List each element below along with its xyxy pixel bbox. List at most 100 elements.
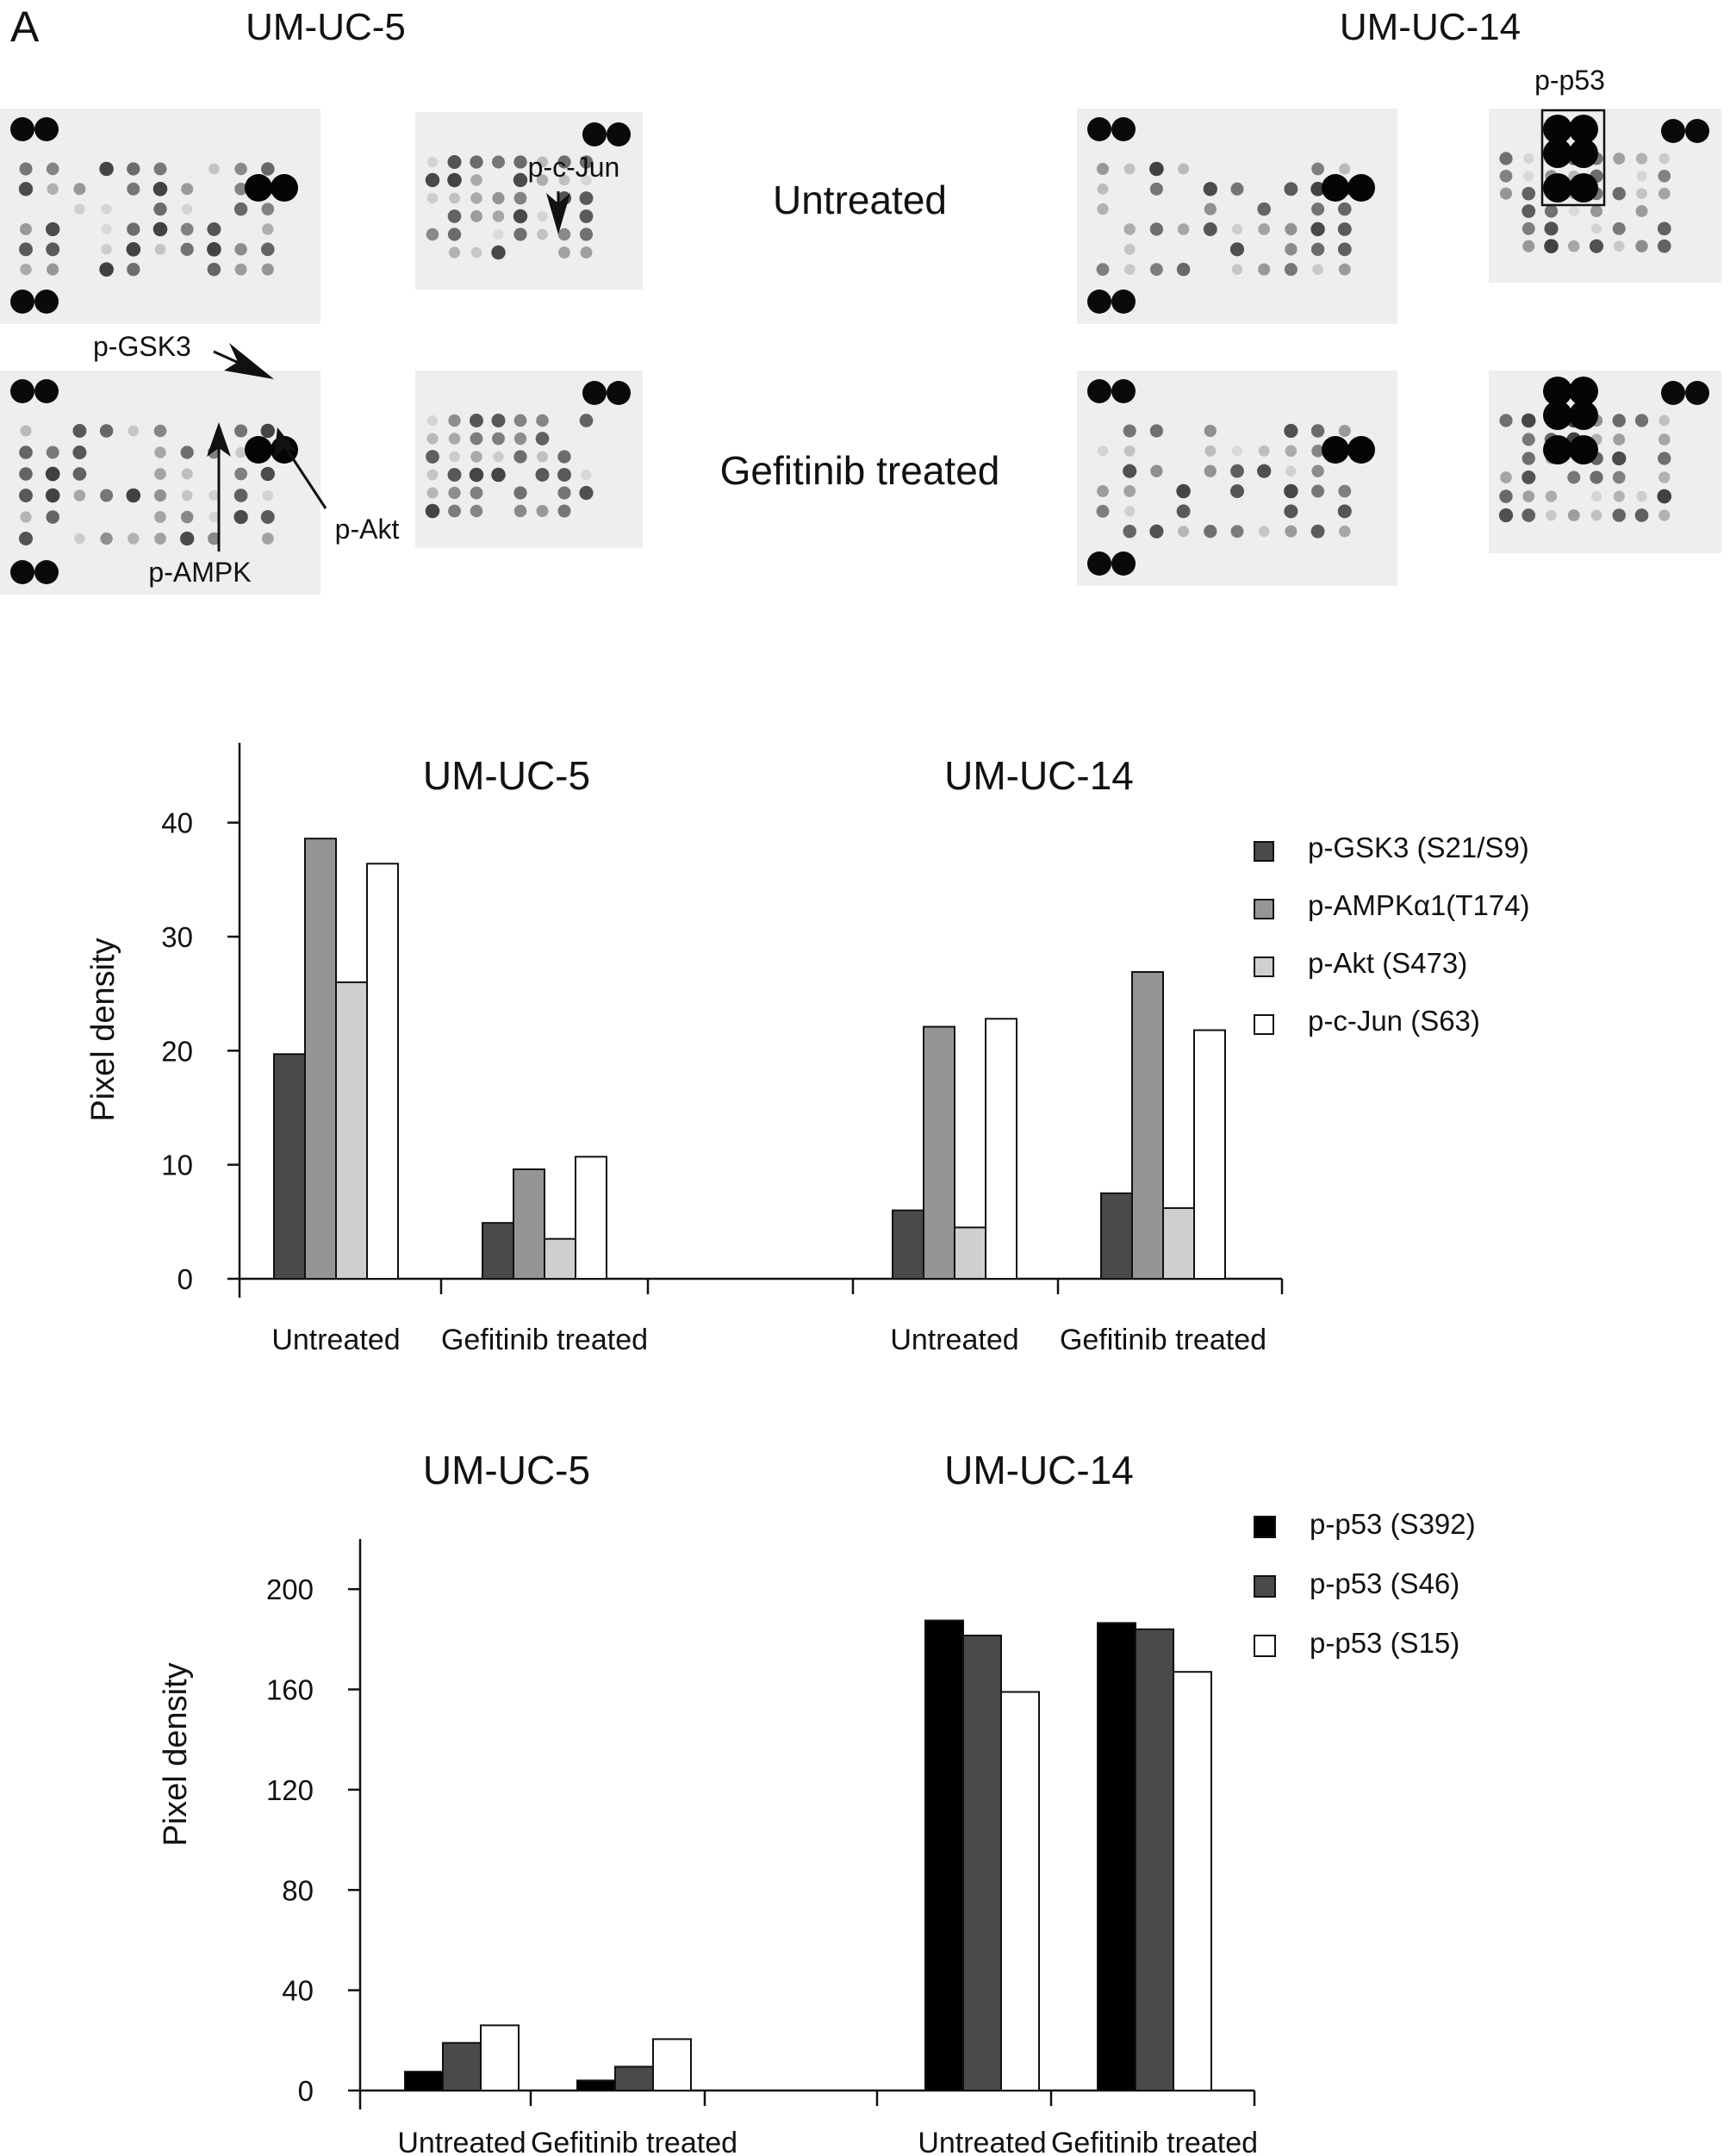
array-spot [1543, 435, 1572, 464]
array-spot [262, 223, 274, 235]
array-spot [1499, 489, 1513, 503]
y-tick-label: 160 [266, 1674, 314, 1706]
array-spot [1544, 239, 1559, 253]
array-spot [100, 489, 114, 502]
y-tick-label: 20 [161, 1035, 193, 1067]
blot-membrane [1077, 371, 1397, 586]
array-spot [1613, 153, 1626, 165]
array-spot [19, 162, 33, 176]
blot-title-umuc5: UM-UC-5 [246, 6, 406, 48]
array-spot [1097, 446, 1109, 457]
array-spot [1612, 470, 1626, 484]
array-spot [1658, 414, 1671, 427]
array-spot [1123, 243, 1136, 255]
array-spot [152, 221, 168, 237]
y-tick-label: 40 [282, 1975, 314, 2007]
array-spot [1657, 489, 1672, 504]
array-spot [1522, 490, 1535, 502]
array-spot [1176, 504, 1191, 519]
array-spot [260, 466, 275, 482]
array-spot [1310, 182, 1325, 196]
reference-spot [34, 290, 59, 314]
chart1-ylabel: Pixel density [85, 938, 121, 1121]
array-spot [1522, 204, 1536, 218]
array-spot [470, 210, 482, 222]
array-spot [1522, 186, 1536, 201]
arrowhead-p-ampk [207, 422, 231, 457]
reference-spot [1685, 381, 1709, 405]
array-spot [1176, 483, 1191, 499]
bar [1135, 1628, 1174, 2091]
array-spot [1544, 221, 1559, 236]
array-spot [1123, 424, 1136, 438]
array-spot [1149, 524, 1164, 539]
reference-spot [1087, 379, 1111, 403]
array-spot [1569, 401, 1598, 430]
array-spot [1124, 506, 1136, 517]
array-spot [492, 191, 505, 205]
array-spot [1612, 451, 1627, 466]
array-spot [557, 504, 571, 518]
legend-swatch [1254, 956, 1274, 977]
array-spot [470, 174, 482, 186]
array-spot [1231, 446, 1243, 457]
array-spot [126, 488, 141, 503]
blot-membrane [0, 371, 320, 595]
array-spot [426, 433, 439, 445]
array-spot [180, 242, 194, 256]
array-spot [513, 191, 527, 205]
array-spot [1569, 115, 1598, 144]
array-spot [1590, 470, 1603, 484]
array-spot [1097, 203, 1109, 215]
array-spot [1337, 222, 1352, 236]
array-spot [470, 432, 483, 446]
array-spot [1310, 242, 1325, 257]
array-spot [127, 263, 140, 277]
array-spot [127, 162, 140, 176]
box-p-p53 [1540, 109, 1606, 207]
array-spot [491, 414, 506, 427]
array-spot [448, 433, 461, 445]
legend-label: p-c-Jun (S63) [1308, 1005, 1480, 1037]
array-spot [245, 174, 272, 202]
array-spot [207, 262, 221, 277]
array-spot [100, 532, 113, 545]
array-spot [1204, 464, 1217, 477]
reference-spot [582, 381, 607, 405]
array-spot [234, 424, 248, 438]
array-spot [1149, 161, 1164, 177]
array-spot [447, 154, 462, 170]
array-spot [20, 223, 32, 235]
array-spot [1338, 202, 1352, 216]
array-spot [234, 467, 247, 481]
array-spot [154, 511, 166, 523]
array-spot [513, 209, 528, 224]
array-spot [447, 227, 462, 241]
array-spot [1543, 139, 1572, 168]
array-spot [1310, 524, 1325, 539]
array-spot [1284, 182, 1298, 196]
y-tick-label: 10 [161, 1150, 193, 1181]
array-spot [1569, 139, 1598, 168]
array-spot [1523, 171, 1534, 182]
array-spot [513, 172, 528, 188]
arrowhead-p-akt [274, 427, 296, 458]
reference-spot [1111, 117, 1136, 141]
array-spot [513, 432, 527, 446]
array-spot [1499, 414, 1513, 427]
array-spot [1613, 433, 1626, 446]
array-spot [245, 436, 272, 464]
array-spot [426, 156, 439, 168]
array-spot [1522, 221, 1535, 235]
x-category-label: Untreated [397, 2127, 526, 2156]
y-tick-label: 40 [161, 807, 193, 839]
array-spot [493, 451, 504, 463]
array-spot [448, 486, 461, 500]
array-spot [180, 510, 194, 524]
bar [482, 1222, 514, 1281]
array-spot [470, 486, 483, 500]
reference-spot [34, 117, 59, 141]
array-spot [1203, 222, 1217, 236]
array-spot [181, 183, 194, 196]
reference-spot [1111, 551, 1136, 576]
